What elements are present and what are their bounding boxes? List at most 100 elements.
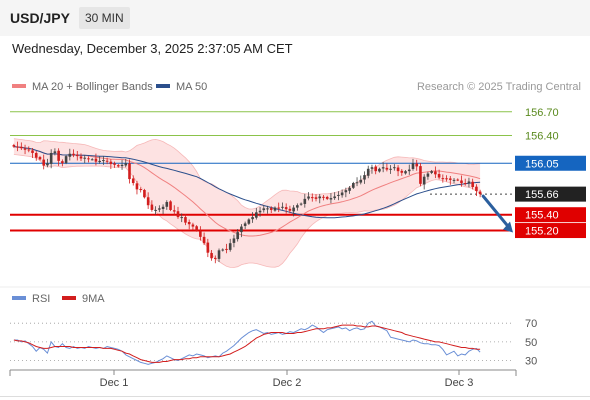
candle-body	[318, 196, 322, 199]
time-axis: Dec 1 Dec 2 Dec 3	[9, 369, 517, 389]
symbol-label: USD/JPY	[10, 10, 70, 26]
candle-body	[31, 150, 34, 153]
candle-body	[467, 181, 471, 184]
legend-label: MA 50	[176, 81, 207, 93]
candle-body	[322, 196, 325, 198]
candle-body	[471, 181, 474, 187]
candle-body	[191, 224, 195, 227]
candle-body	[150, 204, 154, 210]
candle-body	[240, 226, 243, 233]
candle-body	[228, 243, 232, 250]
candle-body	[206, 242, 210, 253]
candle-body	[355, 182, 359, 184]
candle-body	[187, 221, 191, 225]
candle-body	[146, 197, 150, 206]
level-label: 156.70	[525, 107, 559, 119]
price-levels: 156.70 156.40 156.05 155.66 155.40 155.20	[10, 107, 586, 239]
rsi-legend-swatch	[12, 296, 26, 300]
candle-body	[128, 163, 131, 180]
candle-body	[72, 153, 75, 156]
candle-body	[113, 163, 116, 165]
candle-body	[407, 169, 411, 172]
candle-body	[352, 183, 355, 188]
candle-body	[434, 171, 437, 175]
level-label: 155.40	[525, 210, 559, 222]
candle-body	[292, 207, 295, 212]
candle-body	[396, 167, 400, 172]
candle-body	[102, 160, 105, 162]
chart-header: USD/JPY 30 MIN	[0, 0, 590, 36]
candle-body	[34, 152, 38, 158]
candle-body	[430, 171, 433, 173]
candle-body	[344, 190, 348, 193]
timeframe-badge[interactable]: 30 MIN	[79, 7, 130, 29]
time-tick-label: Dec 1	[100, 377, 129, 389]
level-label: 156.40	[525, 131, 559, 143]
candle-body	[475, 186, 478, 191]
candle-body	[463, 183, 467, 185]
candle-body	[131, 178, 135, 184]
candle-body	[154, 209, 157, 211]
candle-body	[381, 167, 385, 169]
candle-body	[135, 183, 139, 190]
candle-body	[385, 167, 389, 170]
candle-body	[366, 168, 370, 176]
candle-body	[49, 152, 53, 164]
watermark: Research © 2025 Trading Central	[417, 81, 581, 93]
candle-body	[452, 179, 456, 181]
candle-body	[299, 203, 303, 205]
candle-body	[269, 208, 273, 210]
candle-body	[400, 170, 404, 173]
candle-body	[83, 157, 87, 159]
rsi-legend-swatch	[62, 296, 76, 300]
candle-body	[296, 205, 299, 208]
candle-body	[213, 257, 217, 259]
candle-body	[329, 198, 333, 200]
rsi-ma-line	[13, 324, 481, 363]
level-box-156-05	[515, 155, 586, 171]
candle-body	[266, 208, 269, 210]
candle-body	[445, 178, 448, 180]
candle-body	[202, 236, 206, 244]
candle-body	[284, 207, 288, 210]
candle-body	[42, 159, 46, 166]
time-tick-label: Dec 3	[445, 377, 474, 389]
candle-body	[210, 253, 213, 259]
candle-body	[16, 146, 19, 148]
candle-body	[460, 180, 463, 184]
legend-swatch	[12, 84, 26, 88]
candle-body	[370, 167, 374, 169]
candle-body	[307, 196, 310, 199]
ma20-line	[13, 146, 481, 237]
candle-body	[172, 210, 176, 212]
level-box-155-40	[515, 207, 586, 223]
candle-body	[363, 175, 366, 180]
candle-body	[23, 148, 27, 150]
candle-body	[236, 232, 239, 240]
candle-body	[225, 248, 228, 250]
forecast-arrowhead	[503, 221, 513, 233]
rsi-tick-label: 50	[525, 337, 537, 349]
candle-body	[94, 158, 98, 162]
candle-body	[165, 202, 169, 207]
candle-body	[415, 163, 419, 167]
candle-body	[105, 160, 109, 162]
rsi-line	[13, 320, 481, 365]
level-label: 155.66	[525, 189, 559, 201]
candle-body	[68, 153, 72, 157]
candle-body	[310, 197, 314, 199]
candle-body	[109, 161, 113, 165]
candle-body	[232, 238, 236, 243]
candle-body	[374, 166, 377, 172]
candle-body	[139, 189, 142, 191]
candle-body	[281, 206, 284, 208]
ma50-line	[13, 146, 481, 219]
candle-body	[120, 164, 124, 167]
moving-averages	[13, 146, 481, 237]
candle-body	[389, 168, 392, 170]
rsi-panel: RSI 9MA 70 50 30	[10, 293, 537, 368]
candle-body	[98, 160, 101, 162]
candle-body	[393, 167, 396, 169]
chart-overlays	[481, 194, 513, 233]
